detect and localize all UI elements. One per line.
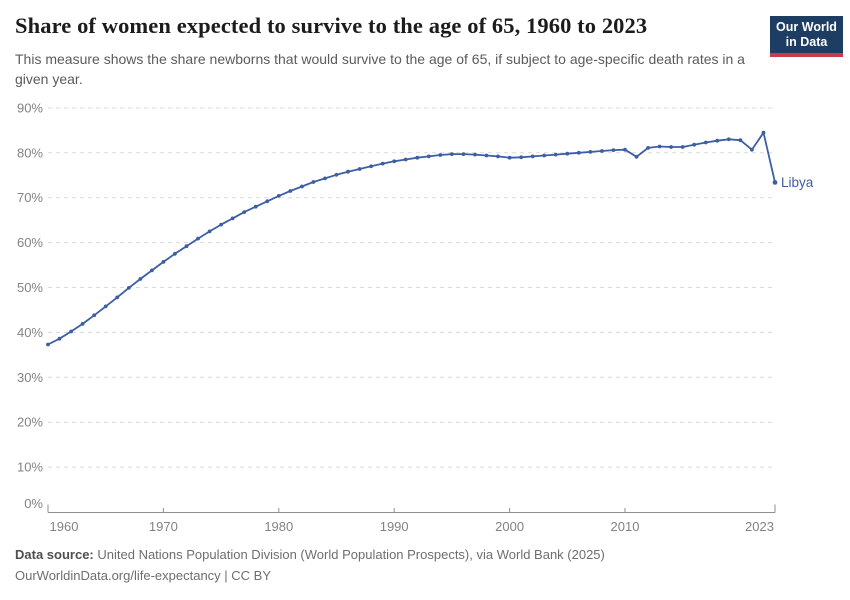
data-point	[461, 152, 466, 157]
data-point	[300, 184, 304, 189]
data-point	[772, 180, 778, 185]
data-point	[680, 145, 685, 149]
data-point	[230, 216, 235, 221]
data-point	[669, 145, 673, 149]
owid-logo: Our World in Data	[770, 16, 843, 57]
y-tick-label: 90%	[17, 100, 43, 115]
data-point	[346, 169, 350, 174]
x-tick-label: 1990	[380, 519, 409, 534]
data-point	[576, 150, 581, 155]
data-point	[380, 161, 385, 166]
data-point	[484, 153, 489, 158]
data-point	[438, 153, 443, 157]
data-point	[115, 295, 120, 300]
data-point	[726, 137, 731, 142]
data-point	[634, 154, 639, 159]
license-line: OurWorldinData.org/life-expectancy | CC …	[15, 567, 272, 583]
owid-logo-line1: Our World	[776, 20, 837, 34]
y-tick-label: 70%	[17, 190, 43, 205]
y-tick-label: 10%	[17, 460, 43, 475]
data-point	[473, 152, 477, 157]
chart-title: Share of women expected to survive to th…	[15, 13, 648, 38]
data-point	[761, 130, 766, 135]
data-source-text: United Nations Population Division (Worl…	[97, 547, 605, 562]
data-point	[265, 199, 270, 204]
data-point	[426, 154, 431, 159]
data-point	[623, 147, 627, 152]
y-tick-label: 40%	[17, 325, 43, 340]
data-point	[173, 251, 177, 256]
data-point	[519, 155, 523, 160]
y-tick-label: 60%	[17, 235, 43, 250]
data-point	[150, 268, 154, 273]
data-point	[207, 229, 212, 234]
data-source-label: Data source:	[15, 547, 94, 562]
data-point	[311, 180, 316, 184]
y-tick-label: 0%	[24, 496, 43, 511]
owid-logo-line2: in Data	[785, 34, 828, 49]
data-point	[750, 147, 754, 152]
data-point	[507, 155, 512, 160]
data-point	[369, 164, 373, 169]
x-tick-label: 2010	[611, 519, 640, 534]
x-tick-label: 2023	[745, 519, 774, 534]
chart-subtitle: This measure shows the share newborns th…	[15, 51, 745, 88]
data-point	[103, 304, 108, 309]
data-point	[600, 149, 604, 153]
data-point	[542, 153, 547, 158]
x-tick-label: 1970	[149, 519, 178, 534]
data-point	[138, 277, 143, 281]
data-point	[126, 286, 131, 290]
y-tick-label: 50%	[17, 280, 43, 295]
y-tick-label: 30%	[17, 370, 43, 385]
data-point	[611, 148, 616, 153]
data-point	[530, 154, 535, 159]
data-point	[57, 336, 62, 341]
data-point	[288, 189, 293, 193]
data-point	[692, 142, 697, 147]
data-point	[242, 210, 247, 215]
data-point	[588, 150, 593, 154]
data-point	[715, 138, 720, 143]
data-point	[196, 236, 200, 241]
x-tick-label: 2000	[495, 519, 524, 534]
data-point	[496, 154, 500, 159]
data-point	[334, 172, 339, 177]
data-point	[276, 194, 281, 198]
data-point	[657, 144, 662, 149]
y-tick-label: 20%	[17, 415, 43, 430]
data-point	[219, 222, 224, 227]
chart-footer: Data source: United Nations Population D…	[15, 545, 605, 587]
data-point	[703, 140, 708, 145]
data-point	[415, 155, 420, 160]
data-point	[184, 244, 189, 249]
data-point	[565, 151, 570, 156]
data-point	[738, 138, 743, 143]
data-point	[357, 167, 362, 171]
data-point	[253, 204, 258, 209]
data-point	[553, 152, 558, 157]
data-point	[46, 342, 50, 347]
data-point	[392, 159, 397, 164]
data-point	[92, 313, 97, 318]
data-point	[403, 157, 408, 162]
data-source-line: Data source: United Nations Population D…	[15, 545, 605, 566]
data-point	[450, 152, 454, 157]
data-point	[323, 176, 327, 181]
libya-line	[47, 131, 776, 346]
series-label-libya: Libya	[781, 175, 814, 190]
data-point	[80, 322, 85, 326]
data-point	[646, 146, 650, 150]
x-tick-label: 1960	[50, 519, 79, 534]
data-point	[161, 260, 166, 264]
data-point	[69, 329, 73, 334]
x-tick-label: 1980	[264, 519, 293, 534]
y-tick-label: 80%	[17, 145, 43, 160]
